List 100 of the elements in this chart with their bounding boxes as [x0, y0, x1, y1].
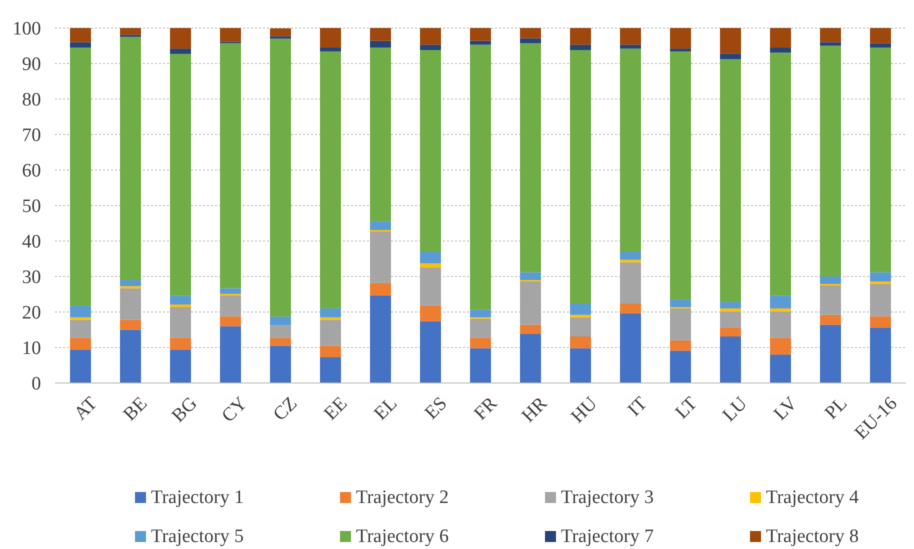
- bar: [270, 36, 291, 39]
- bar: [620, 303, 641, 314]
- x-tick-label: CY: [218, 392, 252, 427]
- bar: [70, 350, 91, 383]
- bar: [720, 308, 741, 312]
- x-tick-label: EL: [370, 393, 402, 424]
- y-tick-label: 0: [32, 374, 41, 395]
- bar: [670, 48, 691, 52]
- bar: [320, 346, 341, 358]
- legend-label: Trajectory 5: [151, 526, 244, 547]
- bar: [220, 28, 241, 42]
- bar: [270, 38, 291, 317]
- bar: [370, 231, 391, 283]
- bar: [420, 263, 441, 268]
- bar: [770, 311, 791, 338]
- bar: [870, 28, 891, 44]
- bar: [120, 280, 141, 286]
- bar: [770, 48, 791, 52]
- bar: [470, 44, 491, 310]
- bar: [320, 320, 341, 346]
- bar: [720, 311, 741, 328]
- bar: [70, 28, 91, 42]
- x-tick-label: CZ: [269, 393, 302, 426]
- bar: [620, 28, 641, 45]
- bar: [470, 40, 491, 45]
- legend-label: Trajectory 8: [766, 526, 859, 547]
- bar: [420, 321, 441, 383]
- bar: [770, 308, 791, 312]
- bar: [670, 51, 691, 300]
- bar: [120, 36, 141, 280]
- bar: [570, 303, 591, 315]
- bar: [170, 28, 191, 49]
- bar: [370, 282, 391, 296]
- y-tick-label: 100: [12, 18, 41, 40]
- bar: [770, 28, 791, 48]
- x-tick-label: EE: [320, 393, 352, 424]
- bar: [720, 28, 741, 54]
- bar: [520, 334, 541, 383]
- bar: [170, 48, 191, 54]
- bar: [470, 338, 491, 348]
- bar: [420, 44, 441, 50]
- bar: [570, 317, 591, 336]
- bar: [820, 324, 841, 383]
- bar: [120, 288, 141, 320]
- bar: [520, 324, 541, 334]
- bar: [220, 295, 241, 316]
- bar: [320, 51, 341, 308]
- legend-label: Trajectory 4: [766, 487, 860, 508]
- bar: [470, 28, 491, 41]
- bar: [620, 262, 641, 304]
- bar: [70, 338, 91, 350]
- bar: [420, 306, 441, 322]
- bar: [370, 40, 391, 48]
- y-tick-label: 50: [22, 196, 41, 218]
- bar: [670, 28, 691, 49]
- bar: [670, 300, 691, 308]
- bar: [770, 52, 791, 296]
- legend-label: Trajectory 2: [356, 487, 449, 508]
- bar: [270, 346, 291, 383]
- bar: [220, 326, 241, 383]
- bar: [570, 50, 591, 304]
- legend-label: Trajectory 1: [151, 487, 244, 508]
- bar: [820, 28, 841, 42]
- bar: [220, 316, 241, 326]
- bar: [470, 310, 491, 318]
- bar: [670, 308, 691, 340]
- bar: [720, 328, 741, 336]
- bar: [520, 43, 541, 272]
- bar: [170, 54, 191, 296]
- y-tick-label: 10: [22, 338, 41, 360]
- bar: [570, 28, 591, 45]
- bar: [370, 48, 391, 222]
- bar: [620, 313, 641, 383]
- bar: [770, 338, 791, 355]
- bar: [770, 296, 791, 308]
- bar: [670, 340, 691, 351]
- bar: [120, 330, 141, 383]
- bar: [820, 276, 841, 284]
- bar: [170, 338, 191, 350]
- bar: [320, 28, 341, 48]
- bar: [720, 302, 741, 308]
- bar: [870, 272, 891, 282]
- bar: [620, 44, 641, 49]
- bar: [820, 285, 841, 315]
- bar: [120, 28, 141, 35]
- bar: [220, 288, 241, 294]
- bar: [420, 252, 441, 264]
- bar: [570, 348, 591, 383]
- bar: [870, 284, 891, 316]
- bar: [820, 314, 841, 325]
- bar: [520, 38, 541, 44]
- bar: [670, 350, 691, 383]
- bar: [170, 350, 191, 383]
- x-tick-label: HR: [518, 392, 552, 427]
- bar: [170, 296, 191, 305]
- bar: [870, 328, 891, 383]
- bar: [520, 281, 541, 325]
- bar: [570, 336, 591, 348]
- y-tick-label: 40: [22, 232, 41, 253]
- legend-label: Trajectory 3: [561, 487, 654, 508]
